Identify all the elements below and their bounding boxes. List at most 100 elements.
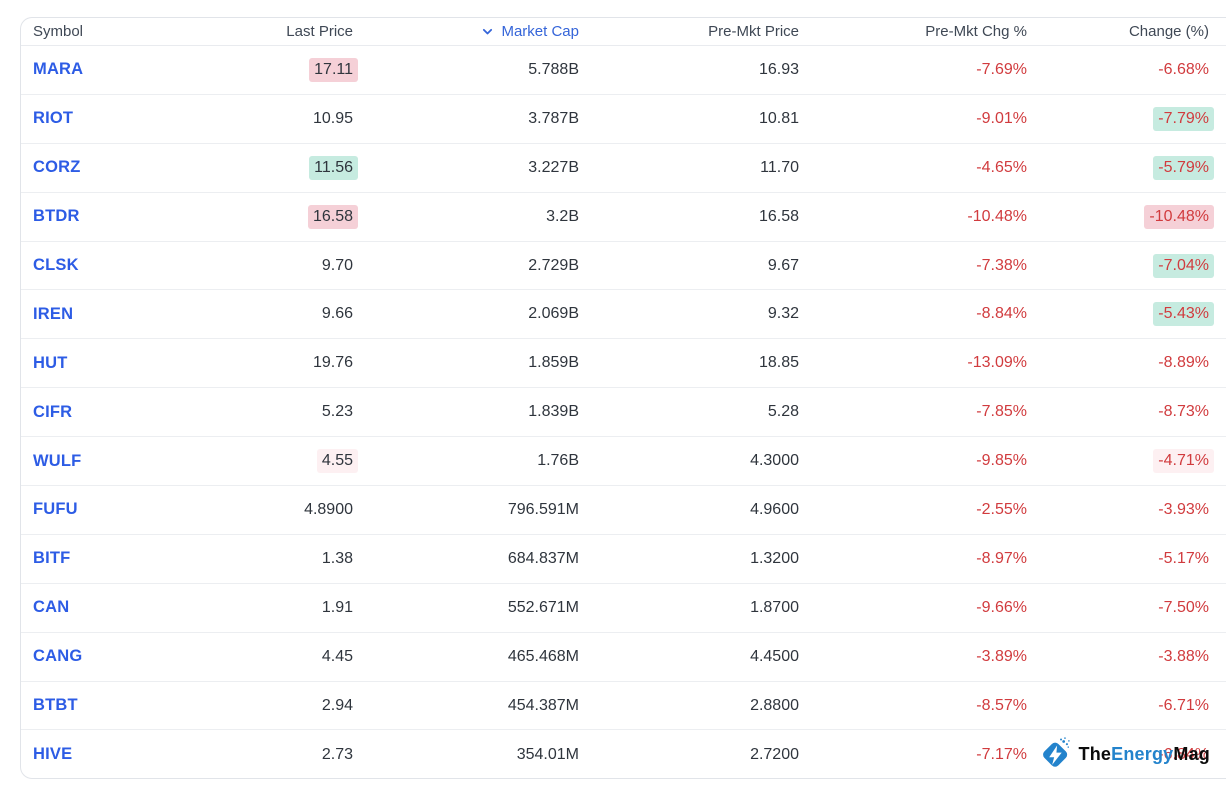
symbol-cell[interactable]: RIOT (33, 109, 74, 128)
change-cell-highlight: -5.79% (1153, 155, 1214, 180)
premkt-price-cell: 11.70 (760, 158, 799, 176)
last-price-cell: 2.94 (321, 696, 353, 714)
market-cap-cell: 354.01M (516, 745, 579, 763)
last-price-cell: 10.95 (312, 109, 353, 127)
symbol-cell[interactable]: CANG (33, 647, 83, 666)
column-header-market-cap[interactable]: Market Cap (353, 23, 579, 40)
symbol-cell[interactable]: FUFU (33, 500, 78, 519)
premkt-chg-cell: -8.57% (976, 696, 1027, 714)
column-header-last-price[interactable]: Last Price (286, 23, 353, 40)
premkt-price-cell: 4.4500 (750, 647, 799, 665)
last-price-cell: 9.66 (321, 305, 353, 323)
premkt-chg-cell: -7.17% (976, 745, 1027, 763)
change-cell: -7.04% (1027, 253, 1214, 278)
table-row: CLSK 9.70 2.729B 9.67 -7.38% -7.04% (21, 242, 1226, 291)
premkt-price-cell: 2.8800 (750, 696, 799, 714)
last-price-cell: 1.91 (321, 598, 353, 616)
last-price-cell-highlight: 4.55 (316, 449, 358, 474)
premkt-price-cell: 10.81 (758, 109, 799, 127)
last-price-cell: 5.23 (321, 403, 353, 421)
symbol-cell[interactable]: CORZ (33, 158, 81, 177)
table-row: WULF 4.55 1.76B 4.3000 -9.85% -4.71% (21, 437, 1226, 487)
table-row: IREN 9.66 2.069B 9.32 -8.84% -5.43% (21, 290, 1226, 340)
table-row: CANG 4.45 465.468M 4.4500 -3.89% -3.88% (21, 633, 1226, 682)
symbol-cell[interactable]: CAN (33, 598, 70, 617)
last-price-cell-highlight: 17.11 (309, 57, 358, 82)
market-cap-cell: 5.788B (528, 60, 579, 78)
market-cap-cell: 1.839B (528, 403, 579, 421)
sort-chevron-down-icon (483, 28, 493, 35)
market-cap-cell: 684.837M (507, 549, 579, 567)
market-cap-cell: 1.76B (537, 452, 579, 470)
last-price-cell: 9.70 (321, 256, 353, 274)
premkt-chg-cell: -9.66% (976, 598, 1027, 616)
premkt-chg-cell: -7.38% (976, 256, 1027, 274)
last-price-cell: 2.73 (321, 745, 353, 763)
premkt-chg-cell: -7.69% (976, 60, 1027, 78)
premkt-price-cell: 5.28 (767, 403, 799, 421)
market-cap-cell: 454.387M (507, 696, 579, 714)
change-cell-highlight: -7.04% (1153, 253, 1214, 278)
change-cell: -3.88% (1158, 647, 1209, 665)
premkt-chg-cell: -4.65% (976, 158, 1027, 176)
symbol-cell[interactable]: HUT (33, 353, 68, 372)
change-cell: -6.71% (1158, 696, 1209, 714)
change-cell: -10.48% (1027, 204, 1214, 229)
column-header-change[interactable]: Change (%) (1128, 23, 1209, 40)
change-cell-highlight: -10.48% (1144, 204, 1214, 229)
premkt-chg-cell: -3.89% (976, 647, 1027, 665)
change-cell: -4.71% (1027, 449, 1214, 474)
premkt-chg-cell: -8.84% (976, 305, 1027, 323)
symbol-cell[interactable]: CIFR (33, 402, 73, 421)
symbol-cell[interactable]: MARA (33, 60, 84, 79)
table-row: RIOT 10.95 3.787B 10.81 -9.01% -7.79% (21, 95, 1226, 144)
market-cap-cell: 2.729B (528, 256, 579, 274)
last-price-cell: 4.55 (201, 449, 358, 474)
premkt-chg-cell: -10.48% (967, 207, 1027, 225)
premkt-price-cell: 4.9600 (750, 500, 799, 518)
change-cell-highlight: -5.43% (1153, 302, 1214, 327)
change-cell: -7.50% (1158, 598, 1209, 616)
premkt-price-cell: 18.85 (758, 354, 799, 372)
symbol-cell[interactable]: HIVE (33, 745, 73, 764)
premkt-price-cell: 2.7200 (750, 745, 799, 763)
change-cell: -8.73% (1158, 403, 1209, 421)
change-cell: -5.79% (1027, 155, 1214, 180)
market-cap-cell: 3.227B (528, 158, 579, 176)
symbol-cell[interactable]: BTDR (33, 207, 80, 226)
premkt-chg-cell: -13.09% (967, 354, 1027, 372)
change-cell: -3.93% (1158, 500, 1209, 518)
stock-table-card: Symbol Last Price Market Cap Pre-Mkt Pri… (20, 17, 1226, 779)
change-cell: -7.79% (1027, 106, 1214, 131)
symbol-cell[interactable]: CLSK (33, 256, 79, 274)
column-header-premkt-chg[interactable]: Pre-Mkt Chg % (925, 23, 1027, 40)
change-cell-highlight: -4.71% (1153, 449, 1214, 474)
symbol-cell[interactable]: IREN (33, 304, 74, 323)
table-row: MARA 17.11 5.788B 16.93 -7.69% -6.68% (21, 46, 1226, 95)
table-row: CORZ 11.56 3.227B 11.70 -4.65% -5.79% (21, 144, 1226, 193)
last-price-cell-highlight: 11.56 (309, 155, 358, 180)
last-price-cell: 4.45 (321, 647, 353, 665)
symbol-cell[interactable]: BTBT (33, 696, 78, 715)
column-header-market-cap-label: Market Cap (501, 23, 579, 40)
last-price-cell: 16.58 (201, 204, 358, 229)
symbol-cell[interactable]: BITF (33, 549, 71, 568)
table-body: MARA 17.11 5.788B 16.93 -7.69% -6.68% RIOT 10.9… (21, 46, 1226, 778)
last-price-cell-highlight: 16.58 (307, 204, 358, 229)
market-cap-cell: 796.591M (507, 500, 579, 518)
premkt-price-cell: 1.8700 (750, 598, 799, 616)
table-row: BTBT 2.94 454.387M 2.8800 -8.57% -6.71% (21, 682, 1226, 731)
table-row: CIFR 5.23 1.839B 5.28 -7.85% -8.73% (21, 388, 1226, 438)
table-row: FUFU 4.8900 796.591M 4.9600 -2.55% -3.93% (21, 486, 1226, 535)
last-price-cell: 1.38 (321, 549, 353, 567)
column-header-symbol[interactable]: Symbol (33, 23, 84, 40)
table-header-row: Symbol Last Price Market Cap Pre-Mkt Pri… (21, 18, 1226, 46)
premkt-chg-cell: -8.97% (976, 549, 1027, 567)
market-cap-cell: 552.671M (507, 598, 579, 616)
symbol-cell[interactable]: WULF (33, 451, 82, 470)
market-cap-cell: 2.069B (528, 305, 579, 323)
table-row: BITF 1.38 684.837M 1.3200 -8.97% -5.17% (21, 535, 1226, 584)
premkt-chg-cell: -9.85% (976, 452, 1027, 470)
column-header-premkt-price[interactable]: Pre-Mkt Price (708, 23, 799, 40)
